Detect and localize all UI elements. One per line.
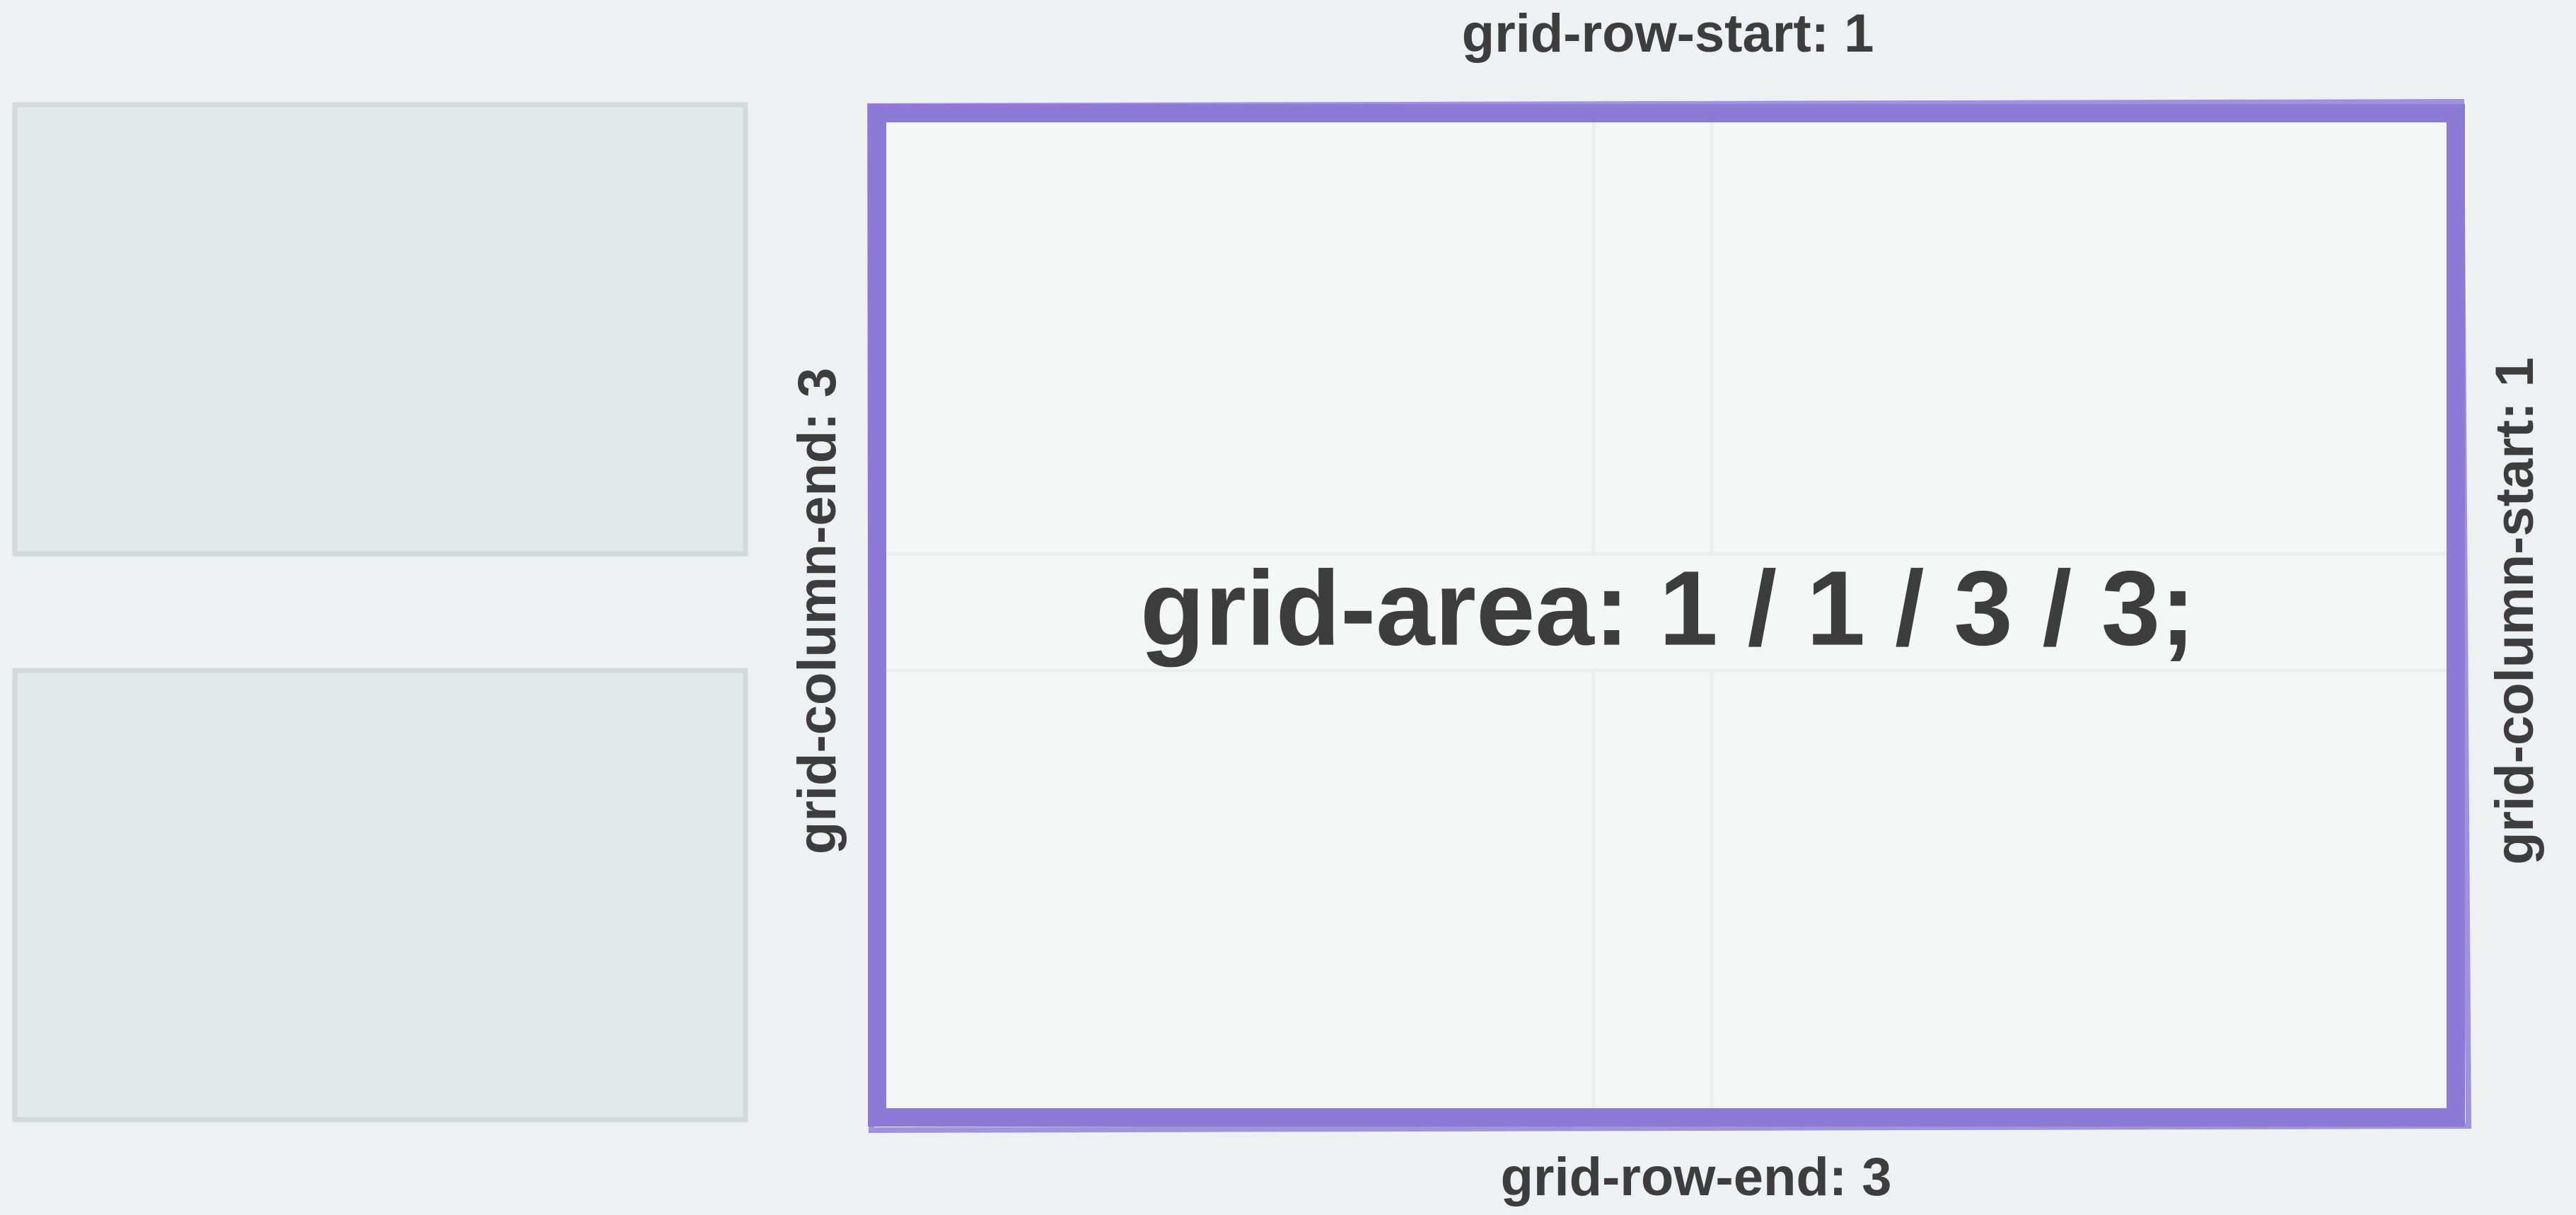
grid-cell [12,668,748,1122]
grid-cell [12,102,748,557]
sketch-border [866,98,2472,1134]
inner-grid [871,106,2464,1124]
grid-area-item [867,103,2467,1127]
border-stroke [866,98,2472,1134]
label-right: grid-column-start: 1 [2485,357,2545,865]
border-stroke [879,112,2459,1120]
label-left: grid-column-end: 3 [787,368,847,854]
center-label: grid-area: 1 / 1 / 3 / 3; [1140,549,2195,668]
label-top: grid-row-start: 1 [1462,4,1874,64]
label-bottom: grid-row-end: 3 [1500,1147,1891,1207]
